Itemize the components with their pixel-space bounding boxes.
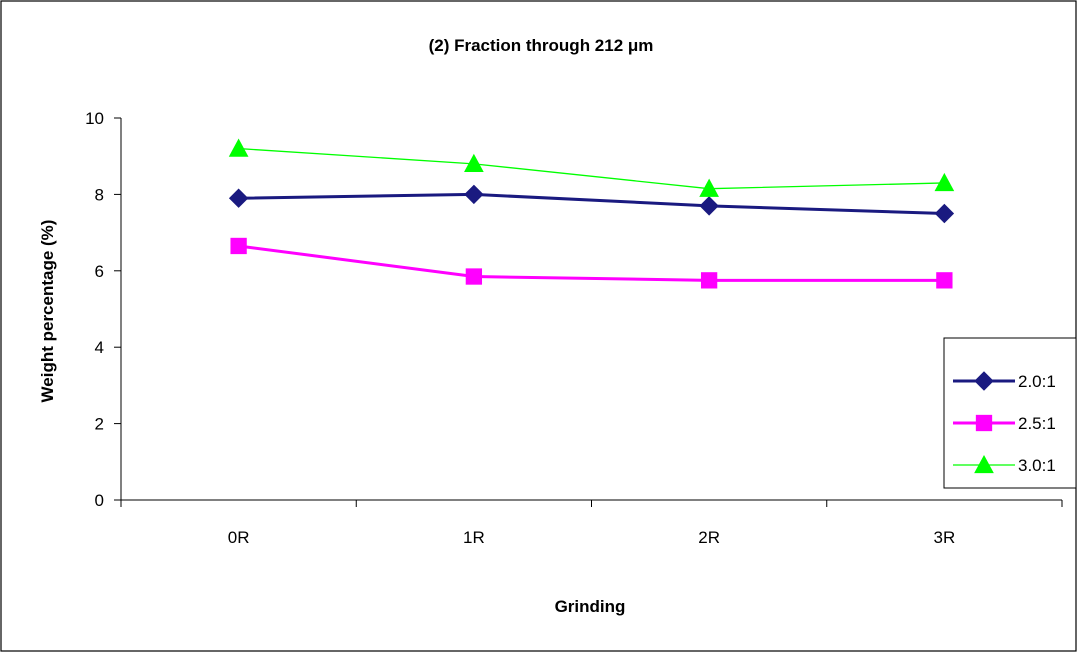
y-axis-label: Weight percentage (%) [38,220,57,403]
series-2.0:1 [228,184,955,224]
series-layer [228,138,955,289]
series-line [238,147,945,190]
data-point [464,153,484,172]
series-3.0:1 [228,138,955,197]
data-point [230,237,247,255]
x-tick-label: 0R [228,528,250,547]
legend-marker [974,371,994,391]
series-line [238,192,945,215]
y-tick-label: 4 [95,338,104,357]
series-line [238,244,945,282]
data-point [228,188,249,208]
y-tick-label: 0 [95,491,104,510]
y-tick-label: 6 [95,262,104,281]
legend-label: 2.0:1 [1018,372,1056,391]
chart-title: (2) Fraction through 212 μm [429,36,654,55]
data-point [934,172,955,192]
legend: 2.0:1 2.5:1 3.0:1 [943,337,1077,489]
legend-marker [974,454,994,474]
x-tick-label: 2R [698,528,720,547]
legend-item: 3.0:1 [953,454,1056,475]
x-tick-label: 3R [934,528,956,547]
x-tick-label: 1R [463,528,485,547]
legend-item: 2.5:1 [953,414,1056,433]
data-point [936,272,953,289]
legend-items: 2.0:1 2.5:1 3.0:1 [953,371,1056,475]
y-ticks: 0 2 4 6 8 10 [85,109,121,510]
y-tick-label: 2 [95,415,104,434]
data-point [700,272,718,289]
data-point [465,268,483,285]
series-2.5:1 [230,237,953,289]
y-tick-label: 8 [95,185,104,204]
data-point [699,178,719,197]
legend-item: 2.0:1 [953,371,1056,391]
legend-marker [975,414,993,432]
data-point [699,196,719,216]
x-axis-label: Grinding [555,597,626,616]
y-tick-label: 10 [85,109,104,128]
legend-label: 2.5:1 [1018,414,1056,433]
x-ticks: 0R 1R 2R 3R [120,500,1063,547]
data-point [464,184,484,205]
legend-box [943,337,1077,489]
data-point [228,138,249,157]
data-point [934,203,955,224]
legend-label: 3.0:1 [1018,456,1056,475]
